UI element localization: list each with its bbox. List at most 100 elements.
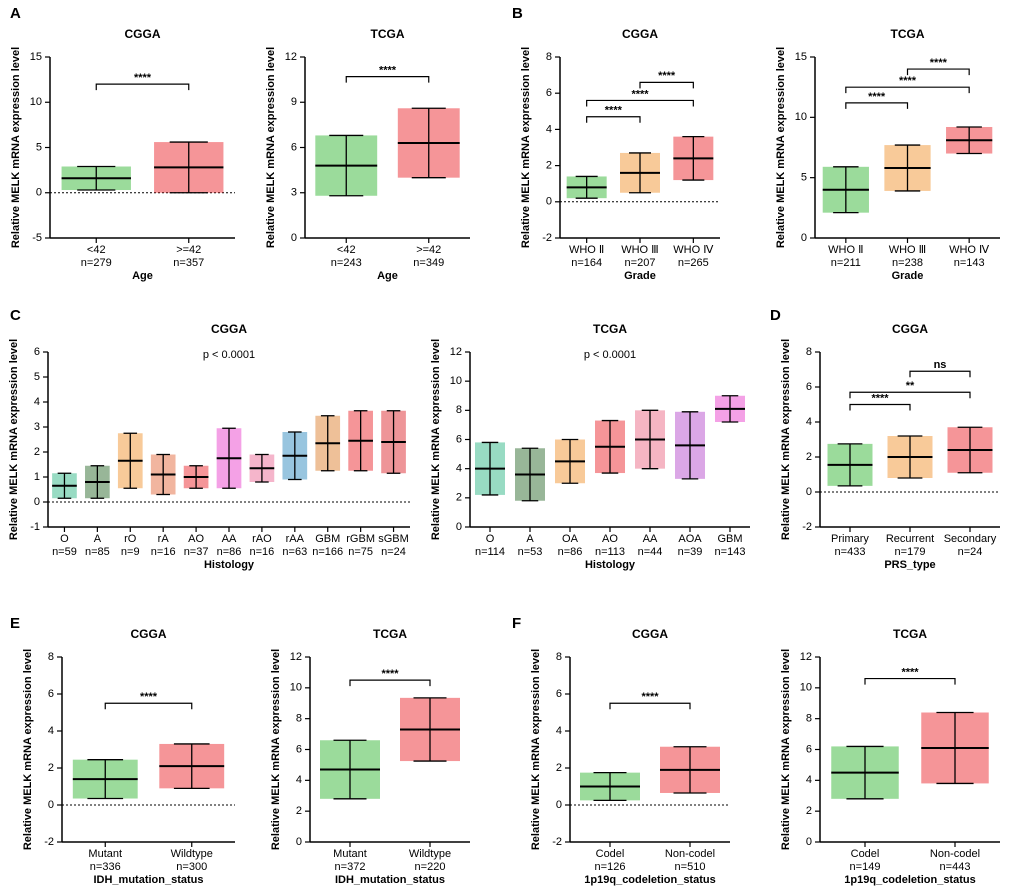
y-axis-label: Relative MELK mRNA expression level	[10, 47, 22, 248]
y-axis-label: Relative MELK mRNA expression level	[520, 47, 532, 248]
y-tick-label: 6	[48, 688, 54, 700]
x-tick-label: >=42	[416, 244, 441, 256]
n-label: n=59	[52, 546, 77, 558]
x-axis-label: Histology	[204, 559, 255, 571]
x-axis-label: IDH_mutation_status	[93, 874, 203, 886]
panel-letter: D	[770, 307, 781, 324]
bracket-label: ****	[381, 668, 399, 680]
x-tick-label: <42	[337, 244, 356, 256]
n-label: n=211	[831, 257, 861, 269]
panel-letter: F	[512, 615, 521, 632]
chart-title: TCGA	[373, 627, 407, 641]
y-tick-label: 6	[806, 381, 812, 393]
x-tick-label: Mutant	[88, 848, 122, 860]
n-label: n=433	[835, 546, 866, 558]
y-tick-label: 6	[34, 346, 40, 358]
chart-title: CGGA	[622, 27, 658, 41]
x-tick-label: WHO Ⅲ	[889, 244, 927, 256]
bracket	[609, 702, 691, 710]
bracket-label: ****	[868, 91, 886, 103]
x-tick-label: WHO Ⅲ	[621, 244, 659, 256]
x-tick-label: <42	[87, 244, 106, 256]
y-tick-label: 5	[36, 141, 42, 153]
chart-title: CGGA	[211, 322, 247, 336]
y-tick-label: 15	[795, 51, 807, 63]
x-tick-label: GBM	[315, 533, 340, 545]
n-label: n=220	[415, 861, 446, 873]
chart-title: CGGA	[131, 627, 167, 641]
chart-title: TCGA	[891, 27, 925, 41]
x-axis-label: IDH_mutation_status	[335, 874, 445, 886]
chart-title: CGGA	[125, 27, 161, 41]
n-label: n=300	[176, 861, 207, 873]
y-tick-label: 9	[291, 96, 297, 108]
y-tick-label: 12	[450, 346, 462, 358]
x-axis-label: 1p19q_codeletion_status	[584, 874, 715, 886]
n-label: n=63	[282, 546, 307, 558]
bracket-label: ****	[140, 691, 158, 703]
x-tick-label: rAO	[252, 533, 272, 545]
y-tick-label: -2	[542, 232, 552, 244]
bracket-label: ****	[899, 75, 917, 87]
n-label: n=39	[678, 546, 703, 558]
n-label: n=24	[958, 546, 983, 558]
x-tick-label: O	[486, 533, 495, 545]
bracket-label: ****	[379, 65, 397, 77]
x-tick-label: Wildtype	[171, 848, 213, 860]
chart-title: TCGA	[371, 27, 405, 41]
n-label: n=443	[940, 861, 971, 873]
y-tick-label: 6	[296, 743, 302, 755]
y-axis-label: Relative MELK mRNA expression level	[780, 649, 792, 850]
n-label: n=149	[850, 861, 881, 873]
x-tick-label: WHO Ⅳ	[949, 244, 990, 256]
n-label: n=86	[217, 546, 242, 558]
panel-letter: C	[10, 307, 21, 324]
bracket-label: ****	[631, 88, 649, 100]
y-tick-label: 2	[806, 451, 812, 463]
x-axis-label: Grade	[892, 270, 924, 282]
n-label: n=238	[892, 257, 923, 269]
y-tick-label: 0	[806, 836, 812, 848]
bracket-label: **	[906, 380, 915, 392]
x-tick-label: Recurrent	[886, 533, 934, 545]
bracket	[909, 370, 971, 378]
y-tick-label: 5	[34, 371, 40, 383]
x-tick-label: rA	[158, 533, 170, 545]
n-label: n=143	[954, 257, 985, 269]
y-tick-label: 6	[546, 87, 552, 99]
x-tick-label: O	[60, 533, 69, 545]
x-tick-label: AOA	[678, 533, 702, 545]
y-tick-label: 8	[296, 713, 302, 725]
x-axis-label: 1p19q_codeletion_status	[844, 874, 975, 886]
y-tick-label: -2	[44, 836, 54, 848]
bracket	[639, 81, 694, 89]
y-tick-label: 12	[285, 51, 297, 63]
annotation: p < 0.0001	[584, 349, 636, 361]
n-label: n=53	[518, 546, 543, 558]
y-tick-label: 2	[456, 492, 462, 504]
y-tick-label: 0	[296, 836, 302, 848]
x-tick-label: AA	[222, 533, 237, 545]
n-label: n=179	[895, 546, 926, 558]
y-tick-label: 4	[296, 774, 302, 786]
y-axis-label: Relative MELK mRNA expression level	[22, 649, 34, 850]
n-label: n=166	[312, 546, 343, 558]
n-label: n=16	[151, 546, 176, 558]
chart-title: CGGA	[632, 627, 668, 641]
n-label: n=113	[595, 546, 625, 558]
n-label: n=24	[381, 546, 406, 558]
n-label: n=114	[475, 546, 505, 558]
bracket-label: ****	[605, 105, 623, 117]
x-axis-label: Histology	[585, 559, 636, 571]
y-tick-label: 6	[806, 743, 812, 755]
bracket	[906, 68, 970, 76]
n-label: n=16	[250, 546, 275, 558]
y-tick-label: 10	[290, 682, 302, 694]
y-tick-label: 0	[546, 196, 552, 208]
x-tick-label: WHO Ⅱ	[569, 244, 604, 256]
y-tick-label: 10	[795, 111, 807, 123]
y-tick-label: -2	[552, 836, 562, 848]
y-tick-label: 6	[291, 141, 297, 153]
bracket	[586, 116, 641, 123]
x-tick-label: A	[94, 533, 102, 545]
